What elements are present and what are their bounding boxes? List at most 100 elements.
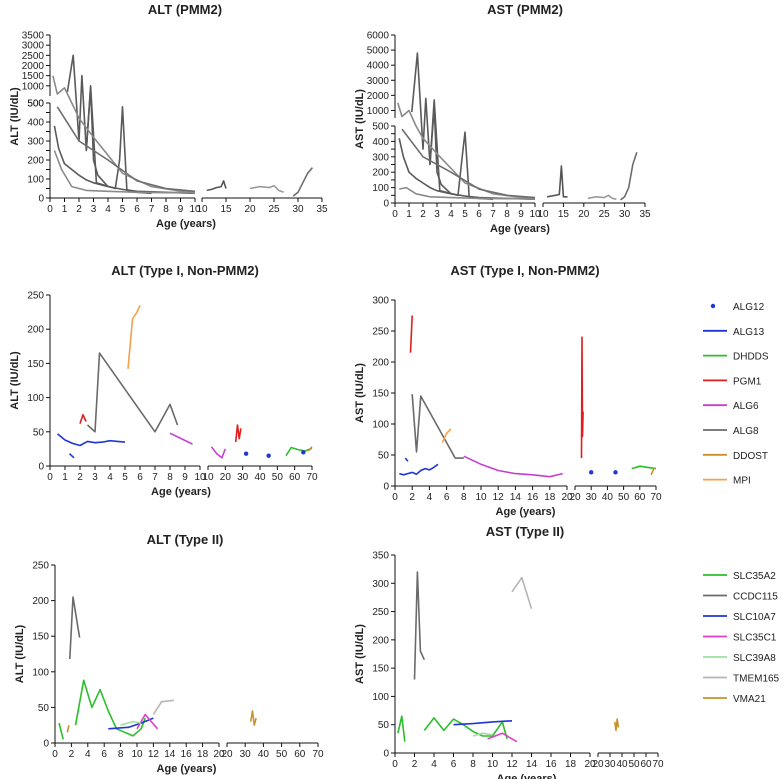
x-tick-label: 6 [451, 759, 457, 770]
data-line-slc10a7 [108, 717, 154, 730]
y-tick-label: 1000 [367, 106, 390, 117]
y-tick-label: 100 [372, 183, 389, 194]
legend-label: ALG6 [733, 401, 759, 412]
data-line-pmm2-patient-6 [401, 128, 536, 199]
y-tick-label: 500 [27, 99, 44, 110]
x-tick-label: 10 [475, 492, 487, 503]
data-line-ddost [307, 446, 313, 452]
x-tick-label: 10 [189, 204, 201, 215]
chart-panel: ALT (Type I, Non-PMM2) Age (years) ALT (IU… [9, 263, 318, 498]
y-tick-label: 400 [27, 118, 44, 129]
x-tick-label: 4 [431, 759, 437, 770]
x-tick-label: 2 [76, 204, 82, 215]
data-line-slc35c1 [136, 713, 159, 730]
data-line-alg6 [463, 455, 563, 478]
y-tick-label: 100 [372, 420, 389, 431]
x-tick-label: 60 [294, 749, 306, 760]
x-tick-label: 3 [91, 204, 97, 215]
y-tick-label: 200 [372, 168, 389, 179]
x-tick-label: 10 [537, 209, 549, 220]
data-point-alg12 [266, 453, 271, 458]
x-tick-label: 16 [181, 749, 193, 760]
data-point-alg12 [589, 470, 594, 475]
x-tick-label: 3 [92, 472, 98, 483]
y-tick-label: 50 [378, 451, 390, 462]
y-tick-label: 200 [32, 596, 49, 607]
x-tick-label: 3 [434, 209, 440, 220]
y-axis-label: ALT (IU/dL) [9, 351, 21, 410]
x-tick-label: 8 [167, 472, 173, 483]
y-tick-label: 0 [43, 739, 49, 750]
y-tick-label: 250 [372, 327, 389, 338]
x-tick-label: 60 [289, 472, 301, 483]
x-tick-label: 30 [237, 472, 249, 483]
x-tick-label: 0 [47, 204, 53, 215]
x-tick-label: 5 [120, 204, 126, 215]
data-line-vma21 [249, 710, 257, 727]
x-tick-label: 10 [196, 204, 208, 215]
x-tick-label: 12 [148, 749, 160, 760]
x-tick-label: 9 [182, 472, 188, 483]
legend-label: SLC39A8 [733, 653, 776, 664]
legend-label: ALG12 [733, 302, 765, 313]
x-tick-label: 5 [462, 209, 468, 220]
data-line-alg6 [169, 432, 193, 445]
y-axis-label: ALT (IU/dL) [9, 87, 21, 146]
x-tick-label: 1 [62, 472, 68, 483]
y-tick-label: 100 [372, 692, 389, 703]
x-tick-label: 40 [616, 759, 628, 770]
chart-panel: ALT (PMM2)Age (years)ALT (IU/dL)0 1 2 3 4 5 6 7… [9, 2, 328, 230]
data-line-pmm2-patient-9 [292, 167, 314, 197]
y-tick-label: 0 [383, 199, 389, 210]
x-tick-label: 10 [487, 759, 499, 770]
x-tick-label: 1 [62, 204, 68, 215]
x-tick-label: 8 [461, 492, 467, 503]
x-tick-label: 4 [85, 749, 91, 760]
x-tick-label: 0 [392, 209, 398, 220]
y-tick-label: 0 [383, 749, 389, 760]
y-tick-label: 100 [32, 667, 49, 678]
data-line-pmm2-patient-6 [56, 106, 196, 193]
y-tick-label: 400 [372, 137, 389, 148]
x-tick-label: 50 [618, 492, 630, 503]
x-axis-label: Age (years) [157, 763, 217, 775]
x-tick-label: 70 [306, 472, 318, 483]
x-tick-label: 14 [164, 749, 176, 760]
y-tick-label: 500 [27, 99, 44, 110]
x-tick-label: 6 [134, 204, 140, 215]
x-tick-label: 30 [240, 749, 252, 760]
x-tick-label: 0 [392, 492, 398, 503]
x-tick-label: 15 [558, 209, 570, 220]
x-tick-label: 2 [77, 472, 83, 483]
y-tick-label: 200 [372, 635, 389, 646]
data-line-tmem165 [152, 699, 174, 715]
x-tick-label: 20 [578, 209, 590, 220]
x-tick-label: 8 [118, 749, 124, 760]
x-tick-label: 10 [529, 209, 541, 220]
legend-label: DDOST [733, 451, 768, 462]
legend-label: TMEM165 [733, 674, 780, 685]
chart-title: ALT (Type II) [147, 532, 224, 547]
y-tick-label: 150 [372, 389, 389, 400]
x-tick-label: 8 [163, 204, 169, 215]
x-tick-label: 20 [220, 472, 232, 483]
x-tick-label: 2 [409, 492, 415, 503]
y-tick-label: 50 [33, 427, 45, 438]
y-tick-label: 250 [372, 607, 389, 618]
data-line-pgm1 [234, 424, 242, 443]
y-tick-label: 500 [372, 122, 389, 133]
data-line-slc10a7 [453, 720, 513, 726]
x-tick-label: 14 [510, 492, 522, 503]
x-tick-label: 60 [640, 759, 652, 770]
data-line-slc39a8 [120, 720, 142, 726]
x-tick-label: 10 [131, 749, 143, 760]
data-line-pmm2-patient-7 [206, 180, 227, 192]
data-line-pmm2-patient-2 [411, 52, 452, 195]
y-tick-label: 6000 [367, 31, 390, 42]
x-tick-label: 20 [584, 759, 596, 770]
x-axis-label: Age (years) [496, 506, 556, 518]
y-tick-label: 300 [372, 579, 389, 590]
data-point-alg12 [243, 451, 249, 456]
y-axis-label: ALT (IU/dL) [14, 624, 26, 683]
chart-panel: AST (Type II) Age (years) AST (IU/dL) 0 2 4 6 8… [354, 524, 664, 779]
